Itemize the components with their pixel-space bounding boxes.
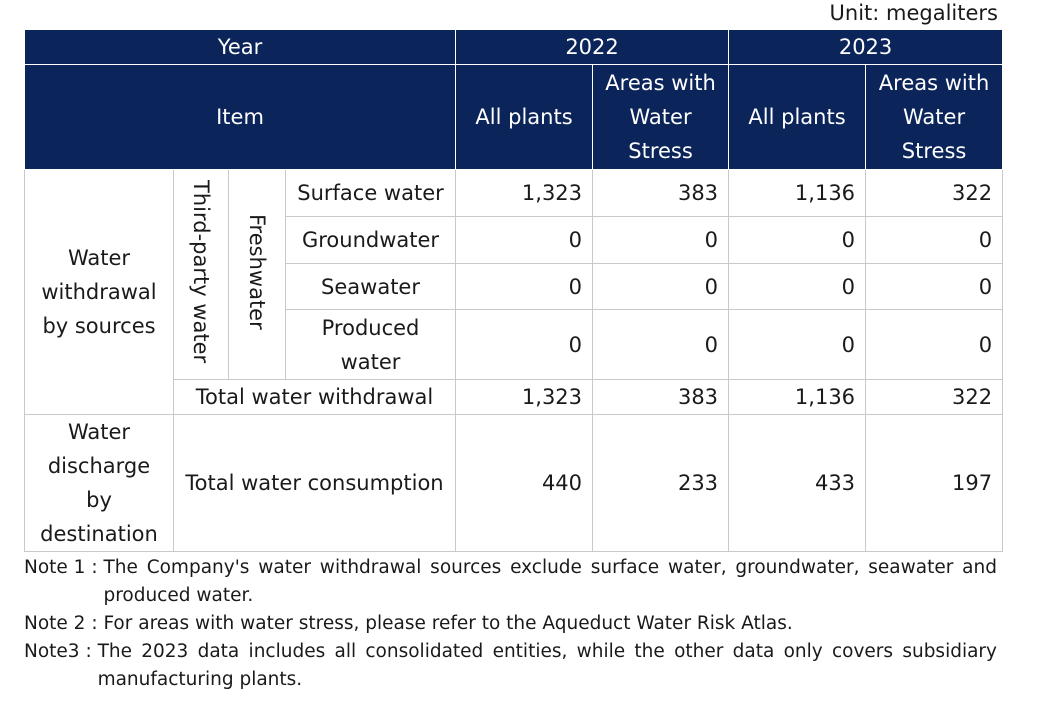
cell-value: 383 [592,169,730,217]
water-stress-2022-header: Areas with Water Stress [592,64,730,170]
note-label: Note 1 : [24,557,104,578]
note-label: Note3 : [24,641,98,662]
year-header: Year [23,29,457,65]
total-withdrawal-label: Total water withdrawal [172,379,457,415]
cell-value: 433 [728,414,867,552]
table-row: Water discharge by destination Total wat… [24,414,1004,552]
row-label: Groundwater [284,216,457,264]
cell-value: 0 [865,263,1004,310]
row-label: Produced water [284,309,457,380]
cell-value: 1,323 [455,379,594,415]
cell-value: 0 [728,216,867,264]
cell-value: 0 [728,309,867,380]
cell-value: 0 [455,216,594,264]
note-2: Note 2 : For areas with water stress, pl… [24,610,997,638]
cell-value: 1,136 [728,169,867,217]
note-1: Note 1 : The Company's water withdrawal … [24,554,997,610]
withdrawal-group-label: Water withdrawal by sources [24,169,174,415]
note-label: Note 2 : [24,613,104,634]
cell-value: 0 [865,216,1004,264]
row-label: Surface water [284,169,457,217]
cell-value: 0 [455,263,594,310]
all-plants-2022-header: All plants [455,64,594,170]
cell-value: 0 [592,309,730,380]
note-3: Note3 : The 2023 data includes all conso… [24,638,997,694]
cell-value: 197 [865,414,1004,552]
table-row: Water withdrawal by sources Third-party … [24,169,1004,415]
unit-label: Unit: megaliters [829,1,998,25]
cell-value: 0 [455,309,594,380]
water-stress-2023-header: Areas with Water Stress [865,64,1004,170]
third-party-water-label: Third-party water [189,180,213,364]
notes: Note 1 : The Company's water withdrawal … [24,554,997,694]
year-2023-header: 2023 [728,29,1004,65]
table-row: Total water withdrawal 1,323 383 1,136 3… [25,379,1004,415]
year-2022-header: 2022 [455,29,730,65]
cell-value: 0 [728,263,867,310]
cell-value: 322 [865,169,1004,217]
table-row: Produced water 0 0 0 0 [25,309,1004,380]
cell-value: 383 [592,379,730,415]
cell-value: 233 [592,414,730,552]
table-row: Groundwater 0 0 0 0 [25,216,1004,264]
cell-value: 0 [592,263,730,310]
item-header: Item [23,64,457,170]
cell-value: 440 [455,414,594,552]
row-label: Seawater [284,263,457,310]
note-text: The Company's water withdrawal sources e… [103,557,997,606]
cell-value: 0 [592,216,730,264]
note-text: The 2023 data includes all consolidated … [97,641,997,690]
total-consumption-label: Total water consumption [172,414,457,552]
table-row: Seawater 0 0 0 0 [25,263,1004,310]
cell-value: 322 [865,379,1004,415]
freshwater-label: Freshwater [245,214,269,330]
note-text: For areas with water stress, please refe… [103,613,793,634]
cell-value: 0 [865,309,1004,380]
water-data-table: Year 2022 2023 Item All plants Areas wit… [23,29,1004,552]
cell-value: 1,323 [455,169,594,217]
all-plants-2023-header: All plants [728,64,867,170]
discharge-group-label: Water discharge by destination [24,414,174,552]
cell-value: 1,136 [728,379,867,415]
